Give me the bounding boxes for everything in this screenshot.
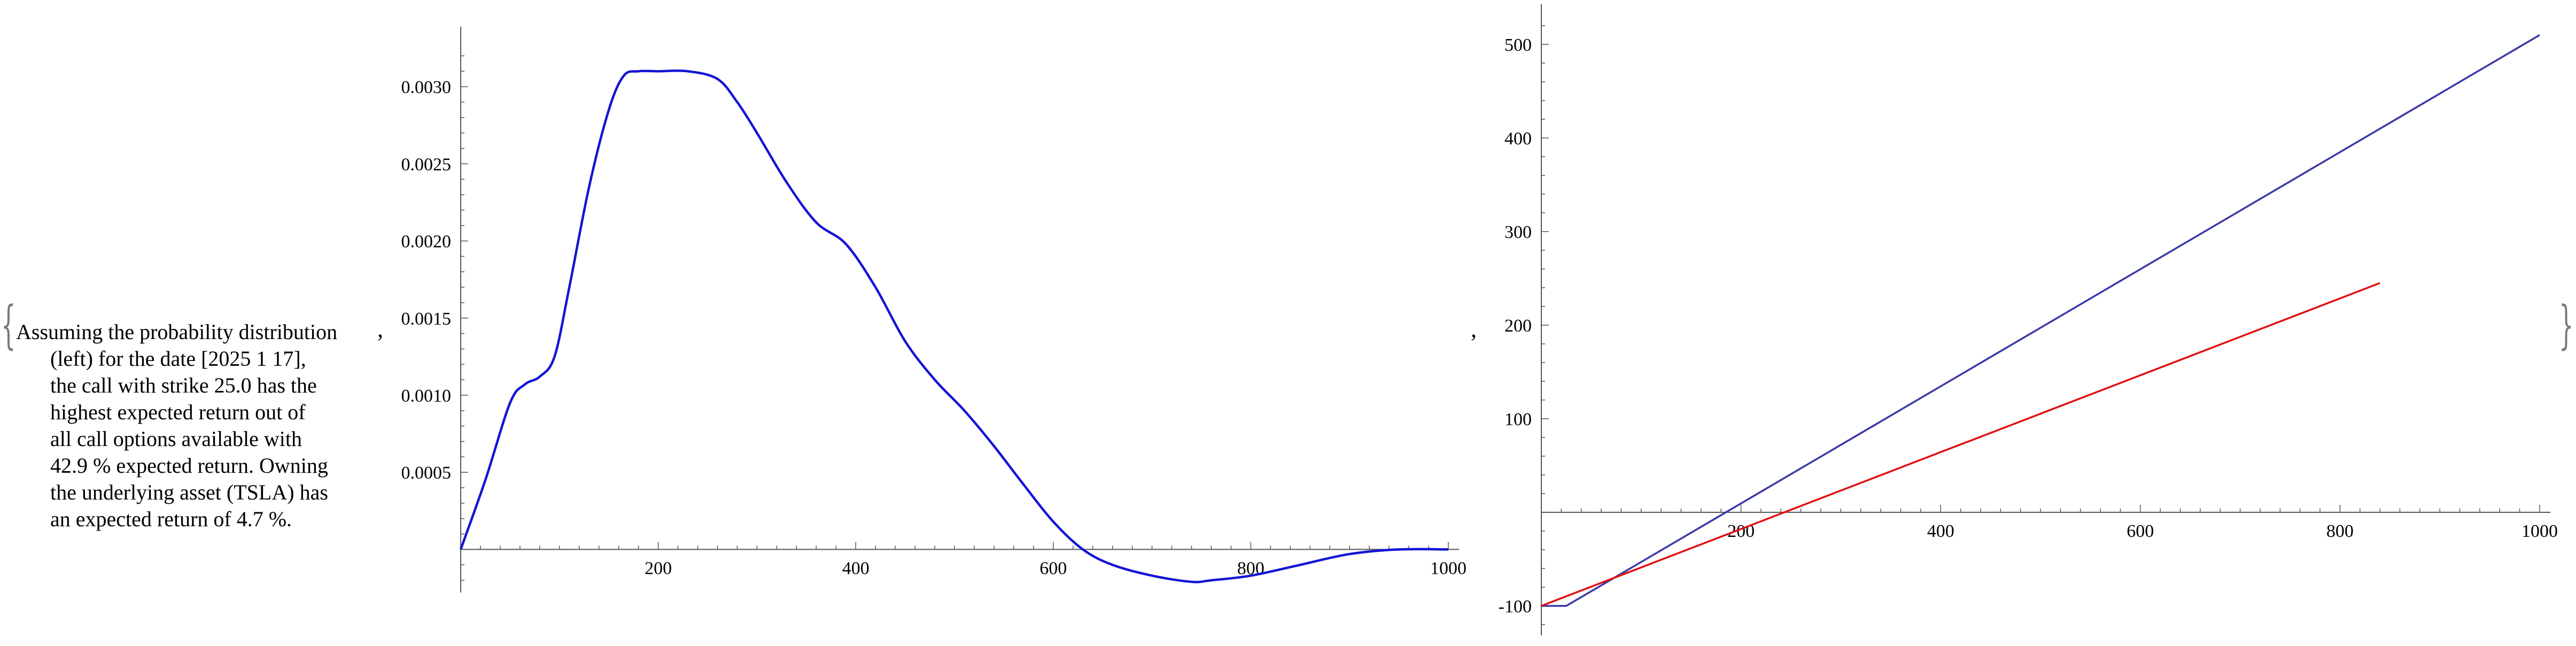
blue-return-line — [1541, 34, 2540, 607]
y-tick-label: 0.0025 — [401, 155, 452, 174]
separator-comma: , — [1471, 316, 1477, 342]
x-tick-label: 1000 — [1430, 558, 1467, 578]
y-tick-label: 400 — [1504, 129, 1532, 149]
y-tick-label: 0.0010 — [401, 386, 452, 406]
x-tick-label: 400 — [1927, 521, 1954, 541]
separator-comma: , — [377, 316, 383, 342]
y-tick-label: 200 — [1504, 316, 1532, 336]
x-tick-label: 200 — [645, 558, 672, 578]
y-tick-label: 0.0020 — [401, 232, 452, 252]
note-line: (left) for the date [2025 1 17], — [50, 347, 306, 371]
x-tick-label: 1000 — [2521, 521, 2558, 541]
brace-close: } — [2559, 295, 2574, 355]
note-line: the underlying asset (TSLA) has — [50, 480, 328, 504]
red-return-line — [1541, 282, 2380, 607]
note-line: an expected return of 4.7 %. — [50, 507, 292, 531]
note-line: the call with strike 25.0 has the — [50, 373, 317, 397]
note-line: Assuming the probability distribution — [16, 320, 338, 344]
x-tick-label: 800 — [2326, 521, 2354, 541]
note-line: all call options available with — [50, 427, 302, 451]
y-tick-label: 0.0005 — [401, 463, 452, 483]
x-tick-label: 400 — [842, 558, 870, 578]
note-line: highest expected return out of — [50, 400, 306, 424]
brace-open: { — [1, 295, 16, 355]
y-tick-label: 300 — [1504, 222, 1532, 242]
y-tick-label: 500 — [1504, 35, 1532, 55]
y-tick-label: 0.0030 — [401, 78, 452, 97]
y-tick-label: 0.0015 — [401, 309, 452, 329]
x-tick-label: 600 — [1039, 558, 1067, 578]
expected-return-note: Assuming the probability distribution (l… — [16, 319, 379, 533]
note-line: 42.9 % expected return. Owning — [50, 453, 328, 478]
y-tick-label: 100 — [1504, 410, 1532, 429]
y-tick-label: -100 — [1499, 597, 1532, 617]
x-tick-label: 600 — [2127, 521, 2154, 541]
density-curve — [459, 69, 1449, 583]
